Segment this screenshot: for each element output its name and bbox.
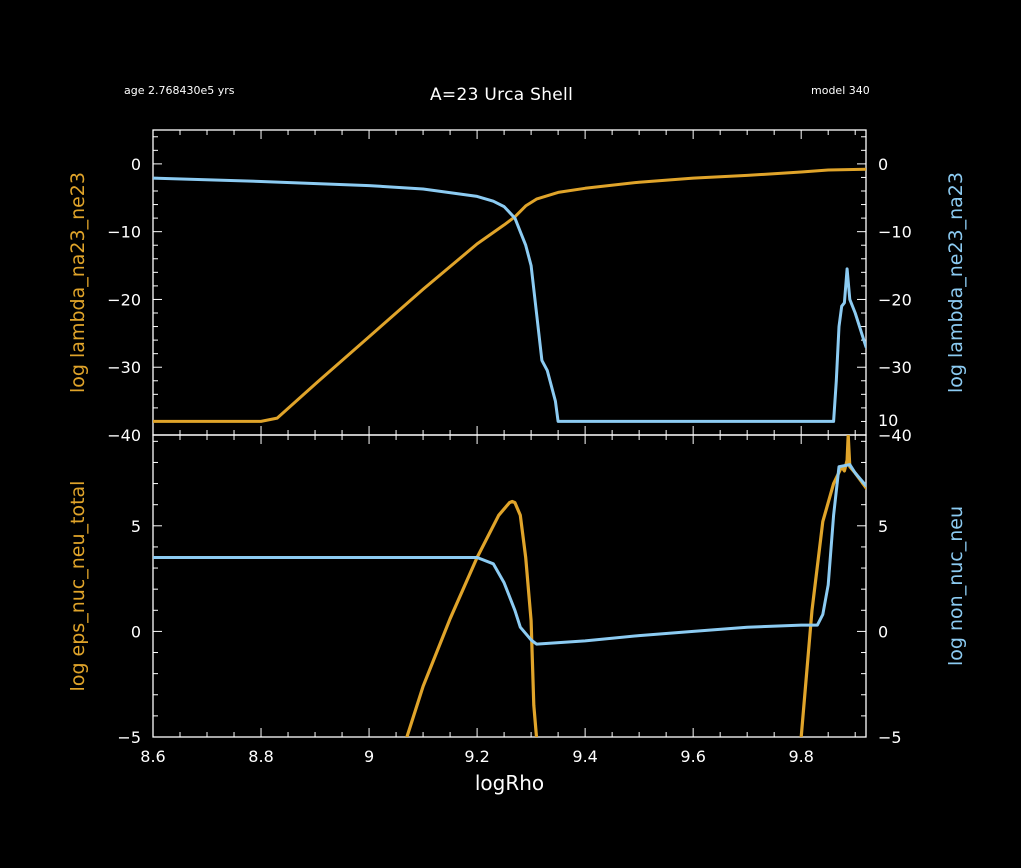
top-y-left-tick-label: −10 — [107, 223, 141, 242]
x-tick-label: 9.8 — [788, 747, 813, 766]
bottom-y-right-tick-label: 10 — [878, 411, 898, 430]
bottom-y-left-tick-label: 0 — [131, 622, 141, 641]
top-y-left-tick-label: −40 — [107, 426, 141, 445]
top-y-left-tick-label: −20 — [107, 290, 141, 309]
bottom-y-left-label: log eps_nuc_neu_total — [67, 481, 89, 692]
bottom-panel: 5 0 −5 10 5 0 −5 log eps_nuc_neu_total log non_n… — [67, 411, 967, 795]
top-y-right-tick-label: −40 — [878, 426, 912, 445]
top-y-right-tick-label: −20 — [878, 290, 912, 309]
x-axis-label: logRho — [475, 771, 544, 795]
bottom-series-0-orange-line — [405, 499, 539, 737]
bottom-y-left-tick-label: 5 — [131, 517, 141, 536]
bottom-y-right-tick-label: 5 — [878, 517, 888, 536]
bottom-frame — [152, 434, 867, 738]
bottom-series-1-orange-line — [799, 435, 866, 737]
top-y-right-tick-label: −10 — [878, 223, 912, 242]
bottom-y-right-tick-label: −5 — [878, 728, 902, 747]
x-tick-label: 8.8 — [248, 747, 273, 766]
x-tick-label: 9.6 — [680, 747, 705, 766]
top-y-right-tick-label: −30 — [878, 358, 912, 377]
top-y-left-tick-label: 0 — [131, 155, 141, 174]
top-y-right-tick-label: 0 — [878, 155, 888, 174]
top-panel: 0 −10 −20 −30 −40 0 −10 −20 −30 −40 log lambda_na2… — [67, 129, 967, 445]
x-tick-label: 9.4 — [572, 747, 597, 766]
x-tick-label: 9.2 — [464, 747, 489, 766]
model-label: model 340 — [811, 84, 870, 97]
bottom-series-group — [153, 435, 866, 737]
bottom-y-right-tick-label: 0 — [878, 622, 888, 641]
bottom-y-left-tick-label: −5 — [117, 728, 141, 747]
top-series-1-blue-line — [153, 176, 866, 423]
bottom-series-2-blue-line — [153, 463, 866, 646]
top-series-0-orange-line — [153, 167, 866, 423]
top-y-left-tick-label: −30 — [107, 358, 141, 377]
x-tick-label: 8.6 — [140, 747, 165, 766]
top-y-right-label: log lambda_ne23_na23 — [945, 172, 967, 393]
bottom-y-right-label: log non_nuc_neu — [945, 506, 967, 666]
top-series-group — [153, 167, 866, 423]
top-y-left-label: log lambda_na23_ne23 — [67, 172, 89, 393]
age-label: age 2.768430e5 yrs — [124, 84, 235, 97]
x-tick-label: 9 — [364, 747, 374, 766]
chart-title: A=23 Urca Shell — [430, 85, 574, 105]
